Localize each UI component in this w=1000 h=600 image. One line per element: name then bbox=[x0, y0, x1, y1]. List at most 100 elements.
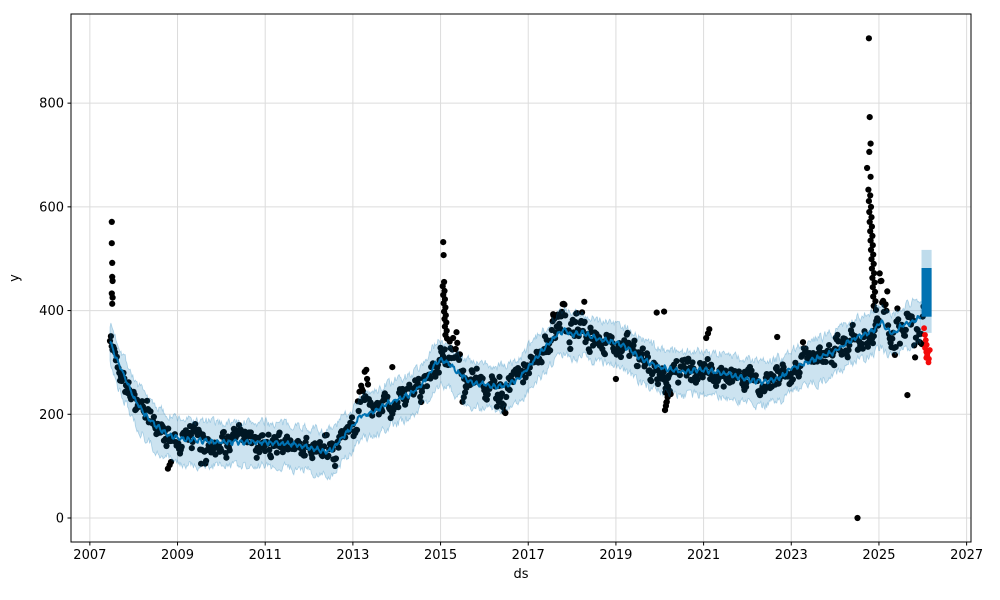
x-tick-label-2013: 2013 bbox=[336, 548, 369, 563]
observed-outlier-point bbox=[868, 214, 875, 221]
observed-point bbox=[902, 326, 909, 333]
observed-point bbox=[557, 325, 564, 332]
observed-point bbox=[822, 358, 829, 365]
observed-outlier-point bbox=[440, 252, 447, 259]
observed-point bbox=[689, 359, 696, 366]
x-axis-label: ds bbox=[513, 567, 529, 582]
observed-point bbox=[309, 455, 316, 462]
observed-point bbox=[415, 375, 422, 382]
observed-point bbox=[520, 379, 527, 386]
observed-point bbox=[460, 367, 467, 374]
x-tick-label-2007: 2007 bbox=[73, 548, 106, 563]
observed-point bbox=[630, 342, 637, 349]
observed-point bbox=[894, 305, 901, 312]
observed-point bbox=[364, 375, 371, 383]
observed-point bbox=[395, 404, 402, 411]
observed-point bbox=[720, 383, 727, 390]
observed-outlier-point bbox=[866, 148, 873, 155]
observed-point bbox=[573, 310, 581, 317]
observed-outlier-point bbox=[664, 384, 671, 391]
observed-point bbox=[831, 362, 838, 369]
observed-point bbox=[267, 454, 275, 461]
observed-outlier-point bbox=[498, 390, 505, 397]
observed-outlier-point bbox=[664, 394, 671, 401]
observed-point bbox=[427, 375, 434, 382]
observed-outlier-point bbox=[109, 277, 116, 285]
observed-point bbox=[748, 367, 755, 374]
observed-point bbox=[624, 329, 631, 336]
observed-point bbox=[452, 345, 459, 353]
observed-point bbox=[453, 329, 460, 336]
x-tick-label-2017: 2017 bbox=[512, 548, 545, 563]
observed-point bbox=[276, 429, 283, 436]
observed-point bbox=[752, 372, 759, 379]
observed-point bbox=[676, 372, 684, 379]
observed-point bbox=[203, 457, 210, 464]
observed-point bbox=[266, 446, 273, 453]
observed-point bbox=[359, 388, 366, 395]
observed-outlier-point bbox=[109, 300, 116, 307]
observed-point bbox=[107, 333, 114, 340]
observed-point bbox=[859, 345, 866, 352]
observed-outlier-point bbox=[460, 394, 467, 401]
observed-point bbox=[348, 414, 356, 421]
observed-outlier-point bbox=[612, 375, 620, 383]
observed-point bbox=[188, 445, 195, 452]
y-axis-label: y bbox=[7, 274, 23, 282]
observed-point bbox=[601, 351, 609, 358]
observed-outlier-point bbox=[870, 293, 877, 300]
observed-outlier-point bbox=[867, 203, 875, 210]
observed-point bbox=[163, 442, 170, 450]
observed-outlier-point bbox=[869, 232, 876, 239]
observed-point bbox=[435, 369, 442, 376]
observed-outlier-point bbox=[774, 333, 781, 341]
observed-point bbox=[364, 381, 372, 388]
observed-point bbox=[590, 342, 597, 349]
observed-point bbox=[911, 342, 918, 349]
observed-point bbox=[713, 382, 720, 390]
observed-point bbox=[496, 373, 503, 380]
observed-outlier-point bbox=[867, 246, 875, 253]
observed-point bbox=[849, 321, 856, 329]
x-tick-label-2027: 2027 bbox=[950, 548, 983, 563]
observed-point bbox=[858, 340, 866, 348]
observed-point bbox=[316, 439, 323, 446]
observed-point bbox=[556, 320, 563, 327]
observed-point bbox=[353, 426, 361, 434]
observed-outlier-point bbox=[867, 237, 874, 244]
observed-point bbox=[506, 386, 513, 393]
observed-point bbox=[493, 403, 501, 410]
observed-point bbox=[522, 374, 529, 381]
anomaly-point bbox=[926, 347, 933, 353]
observed-point bbox=[869, 340, 877, 347]
observed-point bbox=[639, 345, 646, 352]
observed-point bbox=[303, 434, 310, 441]
x-tick-label-2021: 2021 bbox=[687, 548, 720, 563]
observed-point bbox=[139, 398, 146, 405]
observed-outlier-point bbox=[108, 240, 115, 247]
observed-point bbox=[892, 344, 899, 351]
observed-point bbox=[223, 454, 230, 461]
anomaly-point bbox=[922, 332, 928, 338]
forecast-line-bar bbox=[921, 268, 932, 317]
observed-point bbox=[912, 354, 919, 361]
observed-outlier-point bbox=[866, 208, 873, 216]
observed-outlier-point bbox=[109, 259, 116, 266]
observed-outlier-point bbox=[663, 398, 670, 405]
observed-outlier-point bbox=[462, 389, 469, 396]
observed-point bbox=[484, 391, 491, 398]
observed-point bbox=[335, 444, 342, 451]
observed-point bbox=[891, 351, 899, 358]
observed-point bbox=[884, 288, 891, 295]
observed-outlier-point bbox=[868, 265, 876, 272]
observed-outlier-point bbox=[361, 368, 368, 375]
x-tick-label-2023: 2023 bbox=[775, 548, 808, 563]
observed-outlier-point bbox=[706, 326, 713, 333]
observed-point bbox=[562, 312, 569, 319]
observed-point bbox=[355, 407, 362, 415]
observed-point bbox=[561, 301, 568, 308]
observed-point bbox=[617, 353, 625, 361]
observed-outlier-point bbox=[439, 283, 446, 290]
observed-point bbox=[572, 318, 579, 326]
